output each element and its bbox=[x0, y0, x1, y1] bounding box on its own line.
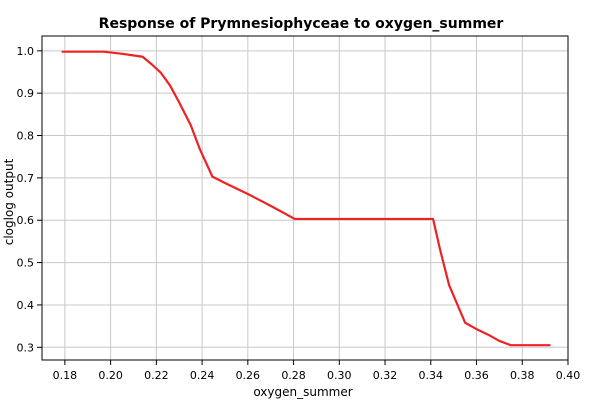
x-tick-label: 0.34 bbox=[419, 369, 444, 382]
x-tick-label: 0.26 bbox=[236, 369, 261, 382]
y-tick-label: 0.8 bbox=[17, 130, 35, 143]
series-line-0 bbox=[61, 50, 551, 347]
x-tick-label: 0.24 bbox=[190, 369, 215, 382]
x-axis-label: oxygen_summer bbox=[253, 385, 352, 399]
x-axis: 0.18 0.20 0.22 0.24 0.26 0.28 0.30 0.32 0.34 0.36… bbox=[53, 360, 581, 382]
x-tick-label: 0.22 bbox=[144, 369, 169, 382]
x-tick-label: 0.18 bbox=[53, 369, 78, 382]
y-tick-label: 1.0 bbox=[17, 45, 35, 58]
series-layer bbox=[61, 50, 551, 347]
chart-title: Response of Prymnesiophyceae to oxygen_s… bbox=[99, 16, 504, 32]
y-tick-label: 0.9 bbox=[17, 87, 35, 100]
y-axis: 0.3 0.4 0.5 0.6 0.7 0.8 0.9 1.0 bbox=[17, 45, 42, 354]
x-tick-label: 0.20 bbox=[98, 369, 123, 382]
y-tick-label: 0.3 bbox=[17, 341, 35, 354]
y-axis-label: cloglog output bbox=[2, 158, 16, 245]
x-tick-label: 0.36 bbox=[464, 369, 489, 382]
x-tick-label: 0.30 bbox=[327, 369, 352, 382]
x-tick-label: 0.28 bbox=[281, 369, 306, 382]
x-tick-label: 0.32 bbox=[373, 369, 398, 382]
x-tick-label: 0.38 bbox=[510, 369, 535, 382]
y-tick-label: 0.7 bbox=[17, 172, 35, 185]
x-tick-label: 0.40 bbox=[556, 369, 581, 382]
y-tick-label: 0.5 bbox=[17, 257, 35, 270]
y-tick-label: 0.6 bbox=[17, 214, 35, 227]
y-tick-label: 0.4 bbox=[17, 299, 35, 312]
plot-frame bbox=[41, 35, 569, 361]
